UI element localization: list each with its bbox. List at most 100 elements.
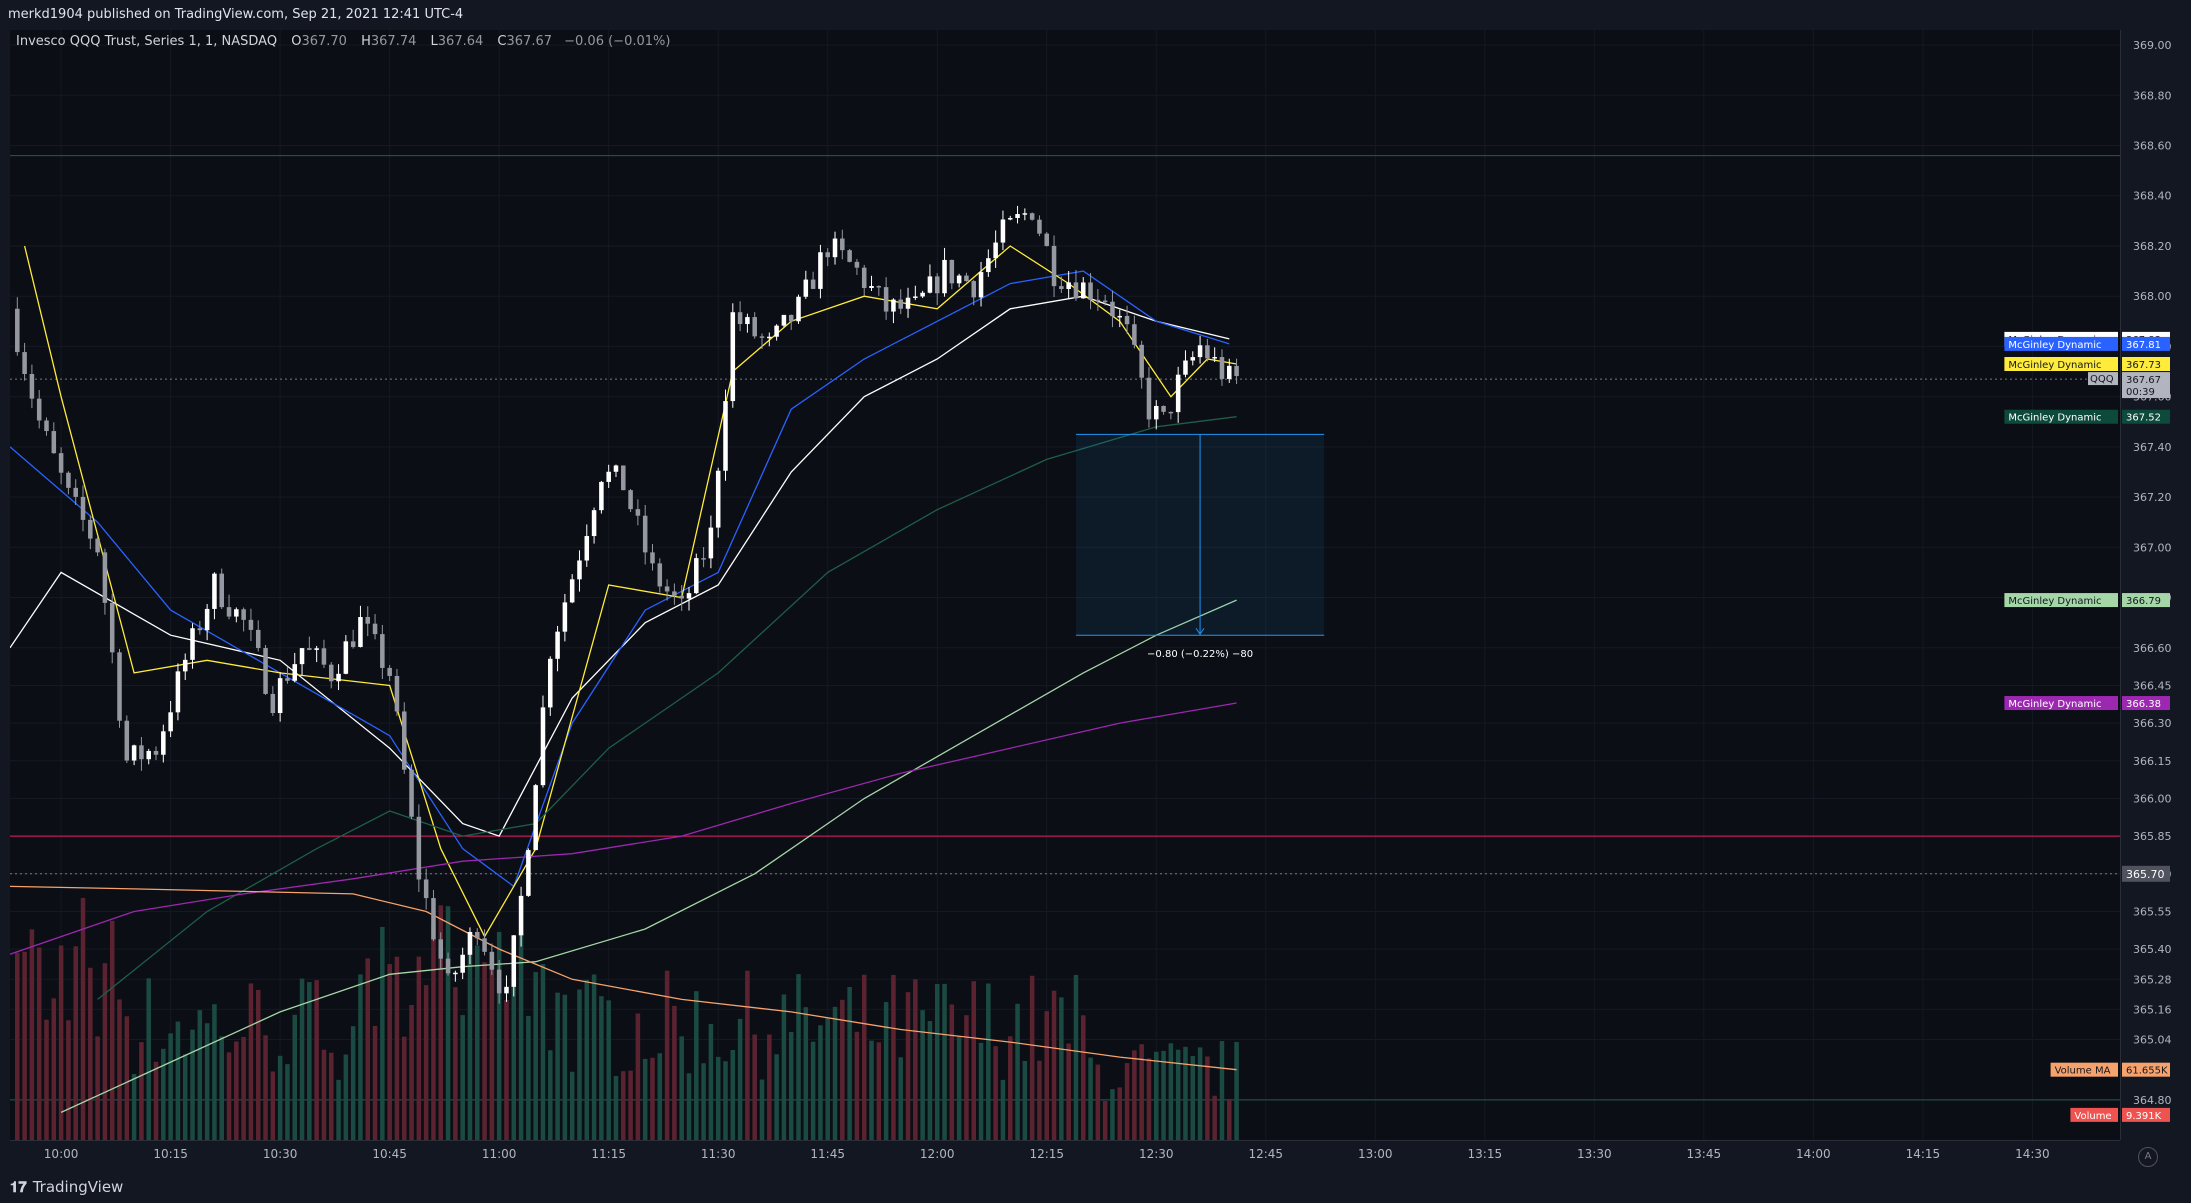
series-label-name: McGinley Dynamic [2008, 340, 2101, 351]
volume-bar [168, 1033, 173, 1140]
candle-body [387, 667, 392, 676]
volume-bar [679, 1036, 684, 1140]
candle-body [883, 287, 889, 312]
candle-body [577, 560, 582, 580]
volume-bar [365, 958, 371, 1140]
candle-body [124, 720, 130, 761]
candle-body [263, 648, 268, 694]
volume-bar [964, 1015, 969, 1140]
volume-bar [540, 964, 546, 1140]
candle-body [36, 398, 42, 421]
volume-bar [1015, 1003, 1020, 1140]
candle-body [489, 951, 495, 970]
time-tick-label: 13:45 [1687, 1147, 1722, 1161]
volume-bar [124, 1016, 130, 1140]
candle-body [1080, 282, 1086, 299]
volume-bar [314, 980, 319, 1140]
series-label-name-tag [2004, 357, 2118, 372]
volume-bar [1037, 1060, 1042, 1140]
candle-body [423, 879, 429, 899]
volume-bar [621, 1071, 626, 1140]
volume-bar [139, 1042, 144, 1140]
time-tick-label: 10:45 [372, 1147, 407, 1161]
candle-body [1000, 219, 1006, 243]
price-axis[interactable] [2120, 30, 2191, 1140]
candle-body [255, 629, 261, 649]
candle-body [15, 308, 20, 353]
price-tick-label: 368.40 [2133, 190, 2172, 203]
candle-body [1219, 357, 1225, 379]
series-label-value-tag [2122, 336, 2170, 351]
price-tick-label: 365.55 [2133, 905, 2172, 918]
open-label: O [291, 34, 302, 49]
candle-body [1168, 411, 1174, 414]
candle-body [226, 607, 232, 617]
volume-bar [467, 932, 473, 1140]
price-tick-label: 368.20 [2133, 240, 2172, 253]
volume-bar [88, 967, 93, 1140]
candle-body [394, 675, 400, 712]
candle-body [840, 238, 845, 251]
candle-body [292, 664, 298, 681]
series-label-name-tag [2050, 1062, 2118, 1077]
candle-body [321, 648, 327, 665]
volume-bar [1190, 1056, 1196, 1140]
candle-body [971, 281, 977, 298]
candle-body [847, 250, 852, 262]
volume-bar [380, 926, 385, 1140]
candle-body [978, 272, 984, 298]
candle-body [759, 336, 765, 338]
symbol-legend[interactable]: Invesco QQQ Trust, Series 1, 1, NASDAQ O… [16, 34, 670, 49]
candle-body [197, 628, 203, 631]
candle-body [1059, 286, 1064, 290]
candle-body [453, 972, 458, 975]
volume-bar [672, 1005, 677, 1140]
candle-body [117, 652, 122, 721]
candle-body [372, 623, 378, 635]
price-tick-label: 367.00 [2133, 541, 2172, 554]
close-label: C [497, 34, 507, 49]
candle-body [44, 420, 49, 432]
candle-body [29, 373, 35, 399]
time-tick-label: 11:45 [810, 1147, 845, 1161]
candle-body [540, 707, 546, 786]
volume-bar [175, 1021, 181, 1140]
volume-bar [1066, 1043, 1071, 1140]
candle-body [153, 750, 159, 755]
candle-body [825, 252, 830, 258]
candle-body [964, 275, 969, 282]
chart-pane[interactable] [10, 30, 2120, 1140]
change-value: −0.06 (−0.01%) [564, 34, 671, 49]
volume-bar [1183, 1046, 1188, 1140]
volume-bar [153, 1061, 159, 1140]
candle-body [131, 745, 137, 761]
candle-body [701, 558, 706, 560]
price-tick-label: 369.00 [2133, 39, 2172, 52]
volume-bar [394, 956, 400, 1140]
candle-body [175, 671, 181, 713]
volume-bar [1234, 1041, 1239, 1140]
candle-body [526, 850, 531, 896]
price-tick-label: 368.00 [2133, 290, 2172, 303]
candle-body [1015, 214, 1020, 219]
volume-bar [562, 994, 568, 1140]
time-axis[interactable] [10, 1140, 2120, 1171]
tradingview-logo[interactable]: 𝟏𝟕 TradingView [10, 1178, 123, 1196]
volume-bar [350, 1026, 356, 1140]
candle-body [1132, 324, 1137, 345]
candle-body [796, 296, 801, 322]
candle-body [416, 816, 422, 880]
volume-bar [635, 1013, 641, 1140]
time-tick-label: 10:30 [263, 1147, 298, 1161]
auto-scale-button[interactable]: A [2138, 1147, 2158, 1167]
candle-body [1007, 218, 1013, 220]
volume-bar [1073, 974, 1079, 1140]
candle-body [1190, 357, 1196, 361]
candle-body [1095, 299, 1101, 302]
volume-bar [445, 906, 451, 1140]
volume-bar [956, 1036, 962, 1140]
volume-bar [934, 984, 940, 1140]
candle-body [475, 931, 480, 939]
volume-bar [1168, 1043, 1174, 1140]
